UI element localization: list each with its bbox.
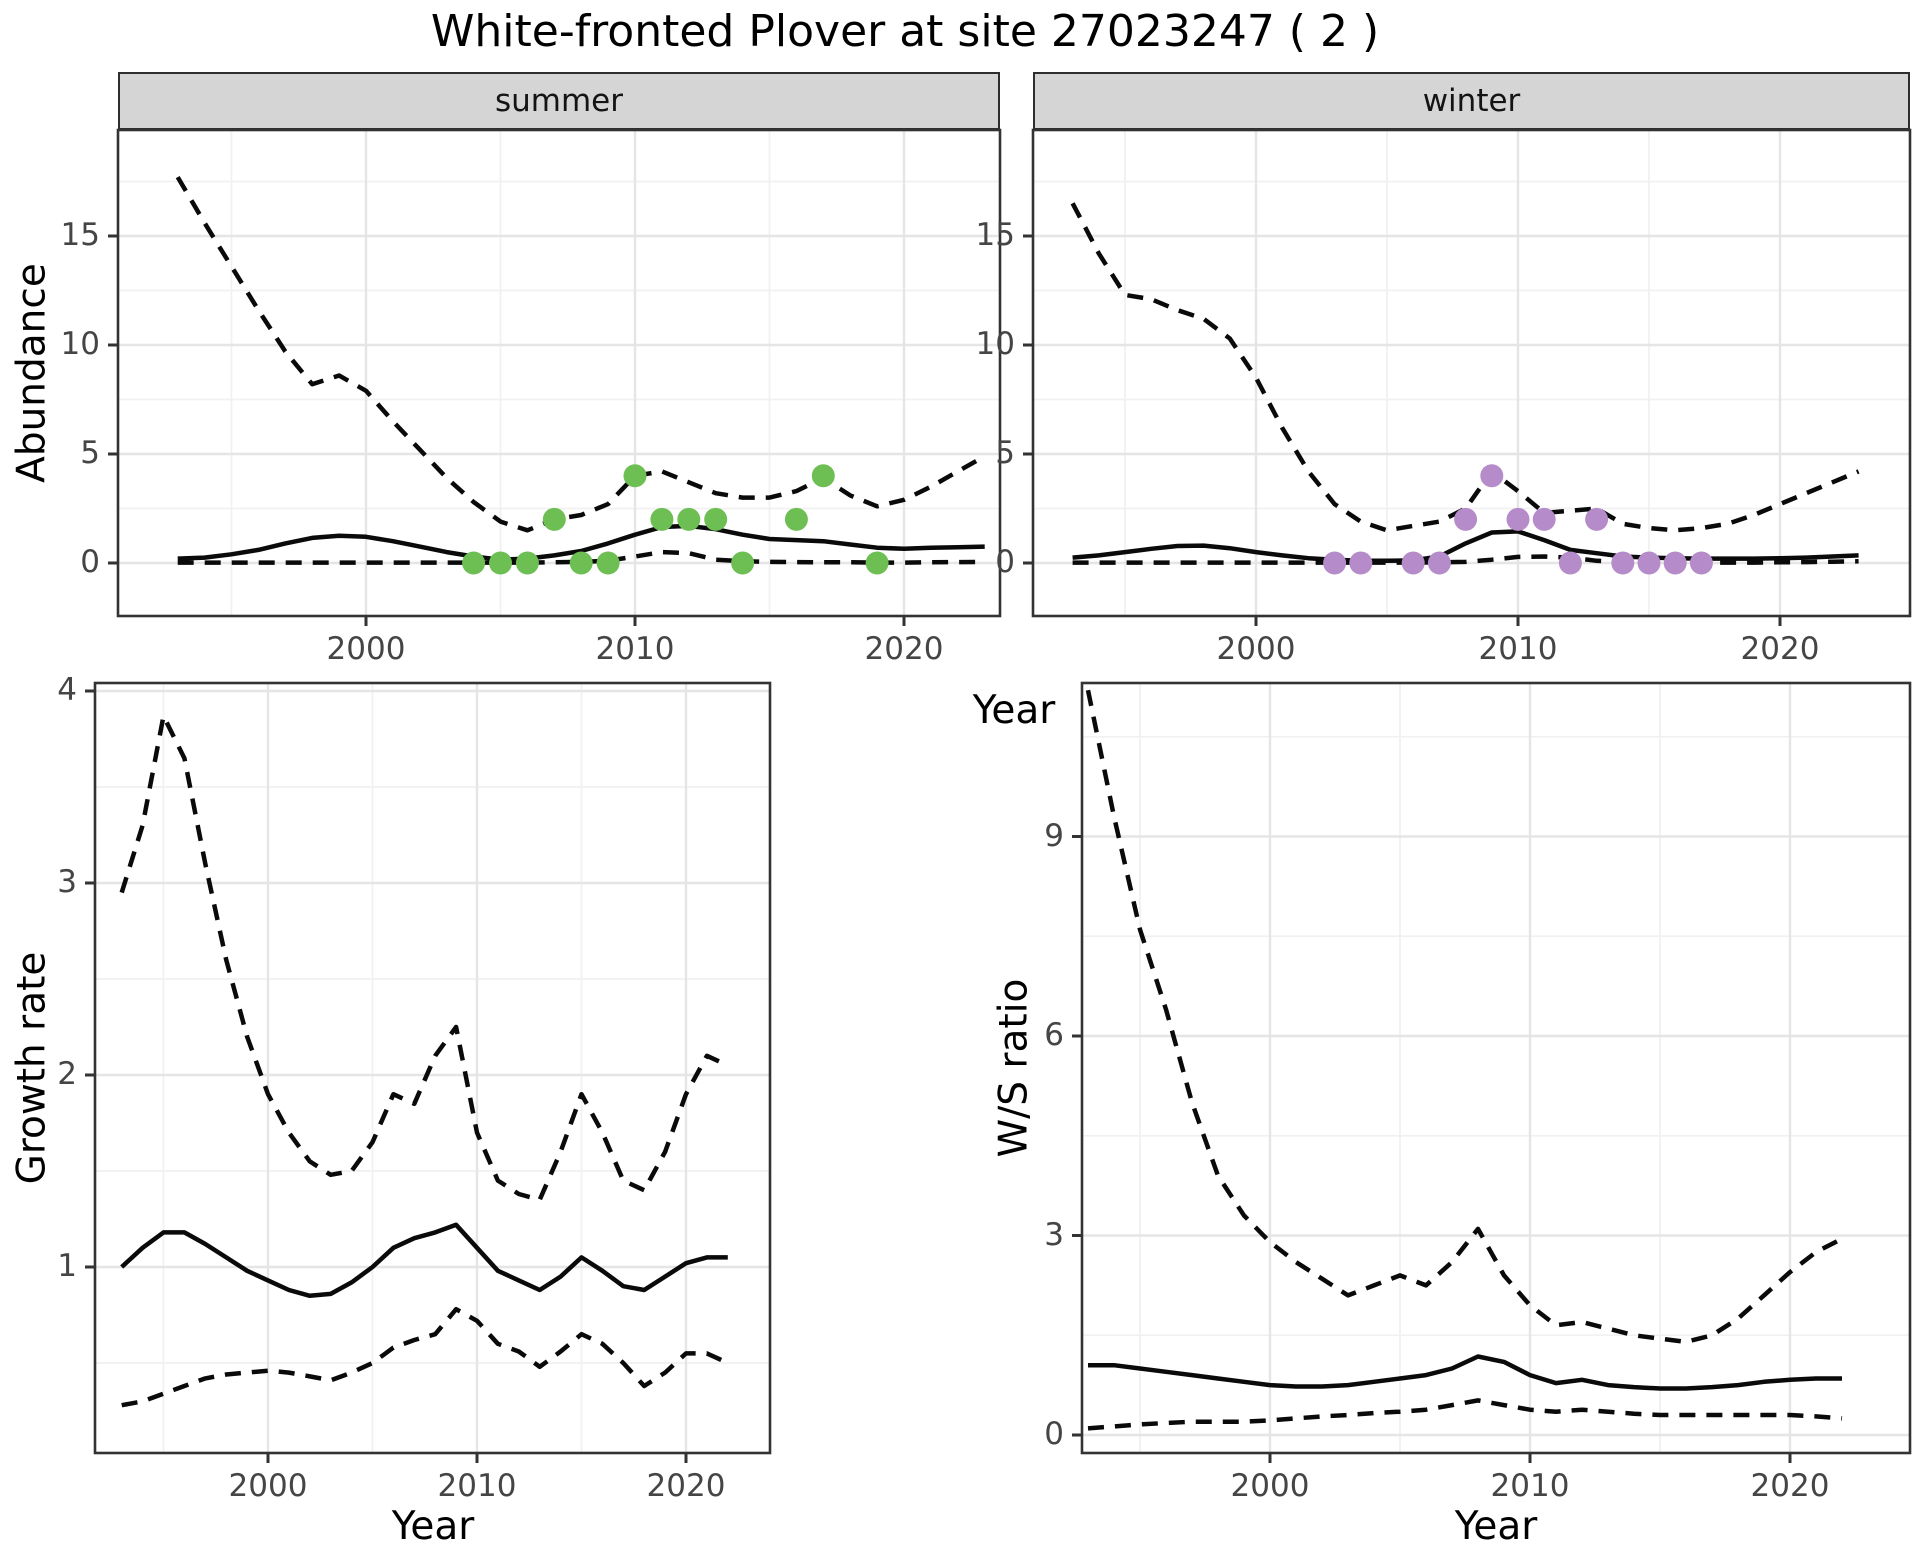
data-point [569,551,593,575]
axis-ticks [108,234,906,626]
x-tick-label-2020: 2020 [1750,1468,1830,1504]
y-tick-label-9: 9 [1044,817,1064,854]
ws-ratio-plot [1072,681,1912,1463]
facet-strip-summer-label: summer [494,83,623,119]
axis-ticks [1072,835,1792,1463]
facet-strip-summer: summer [118,72,1000,130]
facet-strip-winter: winter [1033,72,1910,130]
y-tick-label-15: 15 [975,217,1015,253]
data-point [1401,551,1425,575]
data-point [489,551,512,575]
x-tick-label-2010: 2010 [595,631,675,667]
series-solid [120,1222,728,1299]
data-point [1349,551,1373,575]
top-year-axis-title: Year [972,688,1056,733]
x-tick-label-2010: 2010 [1478,631,1558,667]
data-point [704,507,728,531]
gridlines [95,683,770,1453]
y-tick-label-3: 3 [1044,1216,1064,1253]
data-point [1585,507,1609,531]
series-lines [175,175,986,565]
y-tick-label-0: 0 [80,544,100,580]
series-dashed [175,175,986,533]
growth-year-axis-title: Year [391,1504,475,1549]
x-tick-label-2000: 2000 [228,1468,308,1504]
data-point [1506,507,1530,531]
series-dashed [121,1306,729,1408]
winter-abundance-plot [1023,128,1912,626]
data-point [650,507,674,531]
ws-ratio-axis-title: W/S ratio [991,978,1037,1158]
facet-strip-winter-label: winter [1422,83,1521,119]
series-solid [1088,1354,1842,1391]
x-tick-label-2000: 2000 [1230,1468,1310,1504]
y-tick-label-10: 10 [60,326,100,362]
data-point [677,507,701,531]
y-tick-label-15: 15 [60,217,100,253]
x-tick-label-2010: 2010 [437,1468,517,1504]
y-tick-label-1: 1 [57,1248,77,1284]
x-tick-label-2010: 2010 [1490,1468,1570,1504]
x-tick-label-2000: 2000 [1216,631,1296,667]
data-point [1689,551,1713,575]
data-point [811,464,835,488]
series-dashed [1087,1398,1843,1431]
series-solid [1072,529,1859,564]
series-solid [177,523,985,562]
y-tick-label-10: 10 [975,326,1015,362]
observation-points [462,464,889,575]
data-point [542,507,566,531]
x-tick-label-2000: 2000 [326,631,406,667]
y-tick-label-0: 0 [1044,1416,1064,1452]
data-point [731,551,755,575]
y-tick-label-4: 4 [57,672,77,708]
axis-ticks [1023,234,1782,626]
data-point [1532,507,1556,531]
x-tick-label-2020: 2020 [864,631,944,667]
series-lines [119,713,729,1408]
data-point [1323,551,1347,575]
data-point [1558,551,1582,575]
data-point [623,464,647,488]
ws-year-axis-title: Year [1454,1504,1538,1549]
data-point [515,551,539,575]
y-tick-label-3: 3 [57,864,77,900]
data-point [1611,551,1635,575]
data-point [784,507,808,531]
axis-ticks [85,689,688,1463]
data-point [1663,551,1687,575]
y-tick-label-6: 6 [1044,1017,1064,1053]
gridlines [1082,683,1910,1453]
x-tick-label-2020: 2020 [646,1468,726,1504]
data-point [462,551,486,575]
summer-abundance-plot [108,128,1002,626]
series-dashed [1085,689,1844,1345]
figure-title: White-fronted Plover at site 27023247 ( … [430,6,1380,57]
series-lines [1070,202,1860,565]
data-point [596,551,620,575]
data-point [1637,551,1661,575]
y-tick-label-5: 5 [80,435,100,471]
data-point [1427,551,1451,575]
series-dashed [119,713,729,1203]
series-dashed [1072,554,1859,565]
series-lines [1085,689,1844,1431]
gridlines [1033,130,1910,616]
data-point [865,551,889,575]
y-tick-label-2: 2 [57,1056,77,1092]
observation-points [1323,464,1713,575]
x-tick-label-2020: 2020 [1740,631,1820,667]
growth-rate-plot [85,681,772,1463]
data-point [1480,464,1504,488]
data-point [1454,507,1478,531]
y-tick-label-5: 5 [995,435,1015,471]
y-tick-label-0: 0 [995,544,1015,580]
